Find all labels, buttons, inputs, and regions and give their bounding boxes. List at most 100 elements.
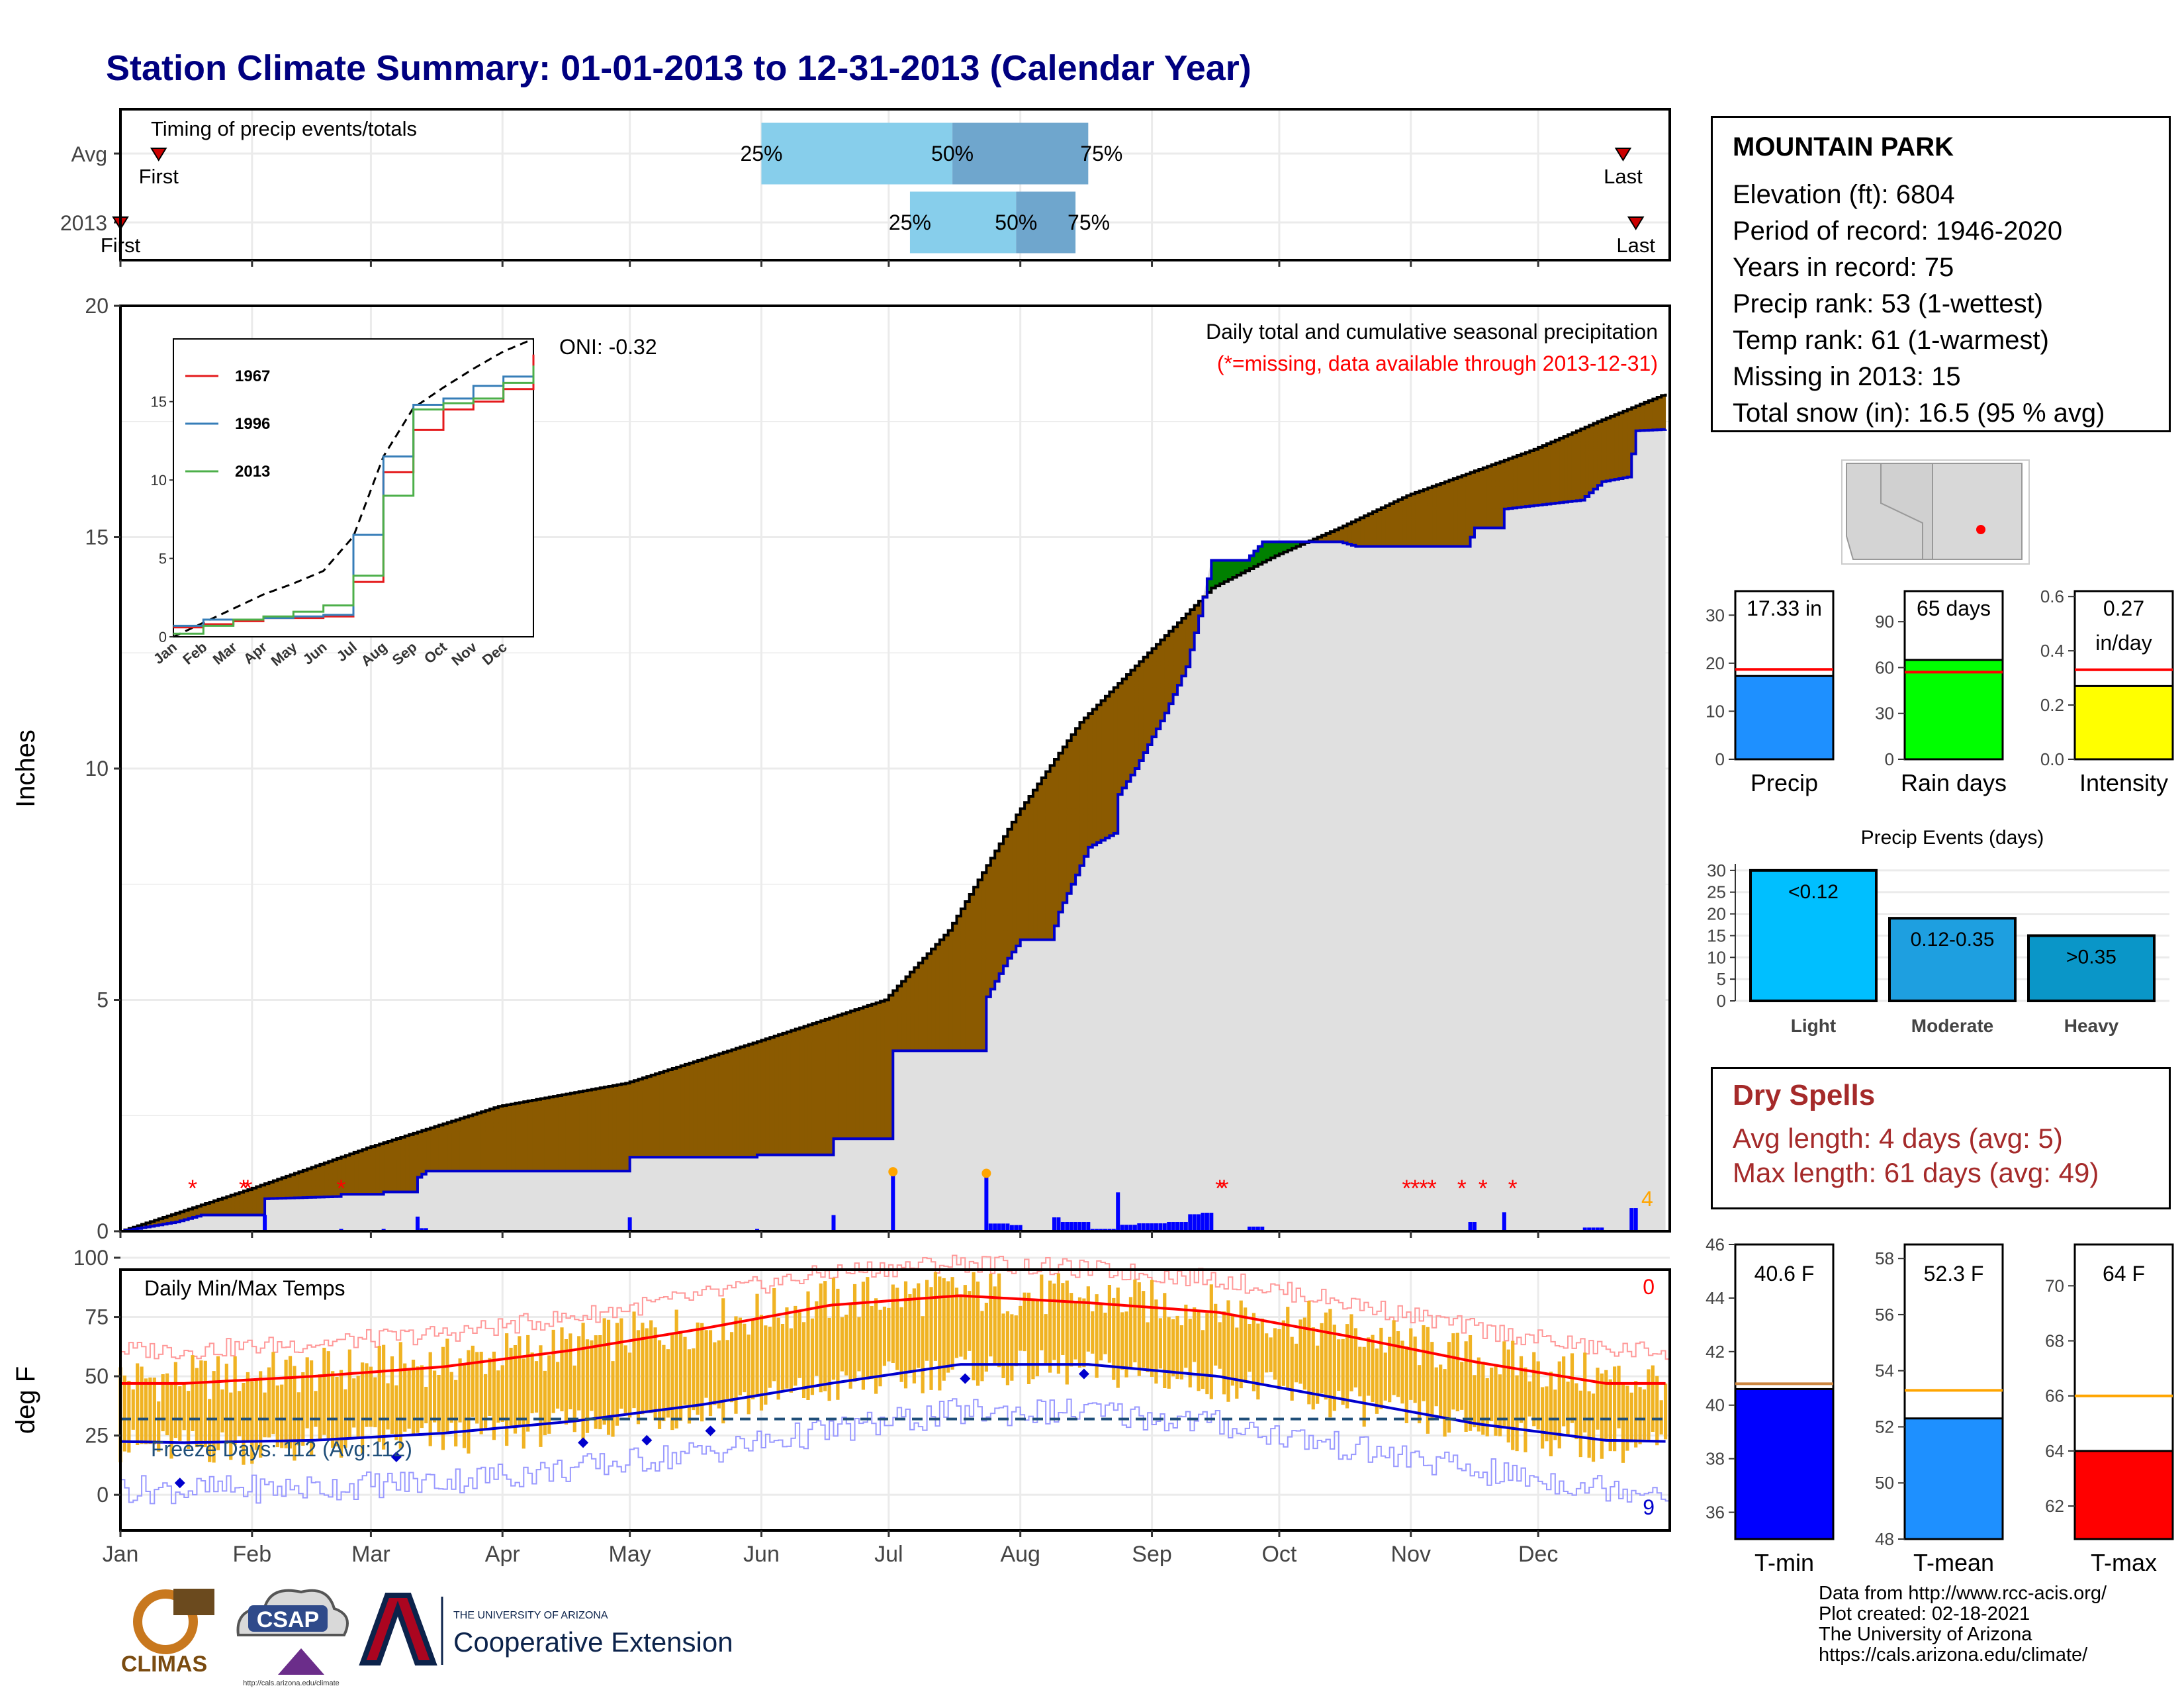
summary-bar-label: Rain days [1901, 769, 2007, 796]
record-low-marker [578, 1437, 589, 1448]
daily-precip-bar [1162, 1223, 1167, 1231]
temp-panel-border [119, 1268, 1671, 1532]
daily-precip-bar [1205, 1213, 1209, 1231]
temp-bar-label: T-max [2091, 1549, 2157, 1576]
missing-data-marker: * [1479, 1175, 1488, 1202]
daily-precip-bar [1120, 1225, 1124, 1231]
temp-ytick-label: 25 [85, 1424, 109, 1448]
month-label: Apr [485, 1542, 520, 1567]
precip-ylabel: Inches [11, 729, 40, 808]
summary-ytick-label: 10 [1706, 701, 1725, 721]
inset-legend-label: 1996 [235, 415, 270, 433]
timing-panel-border [119, 108, 1671, 261]
temp-bar-label: T-min [1754, 1549, 1814, 1576]
temp-bar-ytick-label: 36 [1706, 1503, 1725, 1523]
daily-precip-bar [1179, 1222, 1184, 1231]
precip-chart-subheader: (*=missing, data available through 2013-… [1217, 352, 1658, 375]
timing-q25-q50-bar [909, 191, 1017, 254]
summary-value-label: 17.33 in [1747, 596, 1822, 620]
events-ytick-label: 30 [1707, 861, 1726, 880]
climas-logo-block [173, 1589, 214, 1615]
daily-precip-bar [1005, 1223, 1010, 1231]
summary-value-label: 0.27 [2103, 596, 2144, 620]
temp-bar-value-label: 64 F [2103, 1262, 2145, 1286]
daily-precip-bar [1009, 1225, 1014, 1231]
summary-bar-intensity [2073, 684, 2174, 761]
temp-bar-ytick-label: 42 [1706, 1342, 1725, 1362]
daily-precip-bar [1001, 1223, 1006, 1231]
daily-precip-bar [1192, 1214, 1197, 1231]
month-label: Mar [351, 1542, 390, 1567]
summary-bar-precip [1734, 675, 1835, 761]
daily-precip-bar [1248, 1227, 1252, 1231]
daily-precip-bar [1175, 1222, 1180, 1231]
month-label: May [609, 1542, 651, 1567]
temp-bar-t-max [2073, 1450, 2174, 1540]
daily-precip-bar [891, 1176, 895, 1231]
temp-ytick-label: 100 [73, 1246, 109, 1270]
precip-ytick-label: 20 [85, 294, 109, 318]
missing-data-marker: * [188, 1175, 197, 1202]
dry-spells-avg: Avg length: 4 days (avg: 5) [1733, 1123, 2063, 1154]
timing-q75-label: 75% [1068, 211, 1110, 234]
daily-precip-bar [263, 1215, 267, 1231]
daily-precip-bar [1154, 1223, 1158, 1231]
credit-plot-date: Plot created: 02-18-2021 [1819, 1603, 2030, 1624]
daily-precip-bar [1056, 1217, 1061, 1231]
month-label: Nov [1391, 1542, 1431, 1567]
first-event-label: First [139, 165, 179, 188]
timing-q75-label: 75% [1080, 142, 1122, 165]
temp-bar-t-min [1734, 1387, 1835, 1540]
record-low-marker [390, 1451, 402, 1462]
month-label: Sep [1132, 1542, 1172, 1567]
daily-precip-bar [415, 1216, 420, 1231]
temp-bar-value-label: 52.3 F [1924, 1262, 1984, 1286]
dry-spells-title: Dry Spells [1733, 1079, 1876, 1111]
daily-precip-bar [1260, 1227, 1265, 1231]
record-low-line [120, 1398, 1670, 1505]
daily-precip-bar [1150, 1223, 1154, 1231]
timing-row-label: Avg [71, 142, 107, 166]
daily-precip-bar [1167, 1222, 1171, 1231]
summary-ytick-label: 0 [1885, 749, 1894, 769]
normal-max-line [120, 1294, 1666, 1385]
observed-cumulative-line [120, 428, 1667, 1233]
heavy-precip-marker [888, 1167, 898, 1177]
temp-bar-ytick-label: 54 [1875, 1361, 1894, 1381]
heavy-precip-marker [981, 1168, 991, 1178]
inset-legend-label: 1967 [235, 367, 270, 385]
temp-bar-ytick-label: 58 [1875, 1248, 1894, 1268]
events-ytick-label: 15 [1707, 925, 1726, 945]
daily-precip-bar [1600, 1227, 1604, 1231]
temp-bar-ytick-label: 64 [2045, 1441, 2064, 1461]
temp-bar-ytick-label: 48 [1875, 1529, 1894, 1549]
daily-precip-bar [831, 1215, 836, 1231]
timing-q50-q75-bar [952, 122, 1089, 185]
station-snow: Total snow (in): 16.5 (95 % avg) [1733, 399, 2105, 428]
events-ytick-label: 0 [1717, 991, 1726, 1011]
temp-bar-label: T-mean [1913, 1549, 1994, 1576]
inset-average-line [173, 338, 534, 638]
temp-bar-value-label: 40.6 F [1754, 1262, 1815, 1286]
summary-ytick-label: 0.2 [2040, 695, 2064, 715]
temp-bar-ytick-label: 38 [1706, 1449, 1725, 1469]
month-label: Jan [103, 1542, 139, 1567]
missing-data-marker: * [1410, 1175, 1420, 1202]
missing-data-marker: * [1215, 1175, 1224, 1202]
summary-value-label: in/day [2095, 631, 2152, 655]
daily-precip-bar [1251, 1227, 1256, 1231]
daily-precip-bar [1018, 1225, 1023, 1231]
page-title: Station Climate Summary: 01-01-2013 to 1… [106, 48, 1251, 88]
inset-legend-label: 2013 [235, 463, 270, 481]
daily-precip-bar [1188, 1214, 1193, 1231]
summary-bar-label: Precip [1751, 769, 1818, 796]
summary-value-label: 65 days [1917, 596, 1991, 620]
station-missing: Missing in 2013: 15 [1733, 362, 1961, 391]
precip-event-bar-label: >0.35 [2066, 946, 2116, 968]
university-of-arizona-logo [359, 1593, 437, 1665]
heavy-day-count: 4 [1641, 1187, 1653, 1211]
precip-event-bar-light [1749, 868, 1878, 1003]
normal-min-line [120, 1363, 1666, 1444]
temp-bar-ytick-label: 40 [1706, 1395, 1725, 1415]
summary-ytick-label: 30 [1875, 704, 1894, 724]
